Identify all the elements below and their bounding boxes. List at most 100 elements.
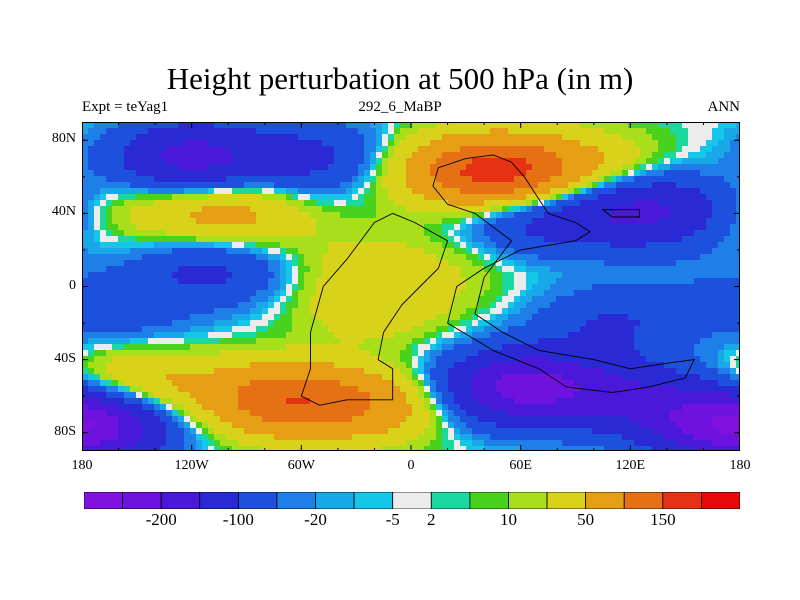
field-cell bbox=[352, 182, 359, 189]
field-cell bbox=[376, 128, 383, 135]
field-cell bbox=[310, 188, 317, 195]
field-cell bbox=[202, 368, 209, 375]
field-cell bbox=[238, 284, 245, 291]
field-cell bbox=[304, 254, 311, 261]
field-cell bbox=[580, 380, 587, 387]
field-cell bbox=[724, 350, 731, 357]
field-cell bbox=[616, 200, 623, 207]
field-cell bbox=[250, 290, 257, 297]
field-cell bbox=[262, 350, 269, 357]
field-cell bbox=[328, 380, 335, 387]
field-cell bbox=[736, 170, 740, 177]
field-cell bbox=[358, 200, 365, 207]
field-cell bbox=[652, 320, 659, 327]
field-cell bbox=[280, 152, 287, 159]
field-cell bbox=[124, 290, 131, 297]
field-cell bbox=[676, 332, 683, 339]
field-cell bbox=[166, 338, 173, 345]
field-cell bbox=[718, 176, 725, 183]
field-cell bbox=[706, 236, 713, 243]
field-cell bbox=[310, 362, 317, 369]
field-cell bbox=[640, 134, 647, 141]
field-cell bbox=[202, 332, 209, 339]
field-cell bbox=[178, 326, 185, 333]
field-cell bbox=[160, 122, 167, 129]
field-cell bbox=[514, 170, 521, 177]
field-cell bbox=[532, 362, 539, 369]
field-cell bbox=[652, 326, 659, 333]
field-cell bbox=[184, 194, 191, 201]
field-cell bbox=[532, 260, 539, 267]
field-cell bbox=[100, 308, 107, 315]
field-cell bbox=[322, 356, 329, 363]
field-cell bbox=[424, 140, 431, 147]
field-cell bbox=[154, 338, 161, 345]
field-cell bbox=[616, 128, 623, 135]
field-cell bbox=[280, 326, 287, 333]
field-cell bbox=[526, 122, 533, 129]
field-cell bbox=[664, 260, 671, 267]
field-cell bbox=[220, 176, 227, 183]
field-cell bbox=[532, 236, 539, 243]
field-cell bbox=[658, 344, 665, 351]
field-cell bbox=[370, 296, 377, 303]
field-cell bbox=[598, 122, 605, 129]
field-cell bbox=[658, 350, 665, 357]
field-cell bbox=[730, 320, 737, 327]
field-cell bbox=[262, 344, 269, 351]
field-cell bbox=[682, 224, 689, 231]
field-cell bbox=[694, 164, 701, 171]
field-cell bbox=[118, 194, 125, 201]
field-cell bbox=[580, 236, 587, 243]
field-cell bbox=[364, 242, 371, 249]
field-cell bbox=[604, 212, 611, 219]
field-cell bbox=[730, 260, 737, 267]
field-cell bbox=[730, 272, 737, 279]
field-cell bbox=[142, 290, 149, 297]
field-cell bbox=[412, 122, 419, 129]
field-cell bbox=[688, 128, 695, 135]
field-cell bbox=[112, 242, 119, 249]
field-cell bbox=[394, 218, 401, 225]
field-cell bbox=[88, 302, 95, 309]
field-cell bbox=[358, 368, 365, 375]
field-cell bbox=[310, 128, 317, 135]
field-cell bbox=[334, 362, 341, 369]
field-cell bbox=[430, 254, 437, 261]
field-cell bbox=[178, 122, 185, 129]
field-cell bbox=[646, 146, 653, 153]
field-cell bbox=[616, 140, 623, 147]
field-cell bbox=[562, 290, 569, 297]
field-cell bbox=[574, 122, 581, 129]
field-cell bbox=[400, 128, 407, 135]
field-cell bbox=[418, 356, 425, 363]
field-cell bbox=[412, 266, 419, 273]
field-cell bbox=[688, 176, 695, 183]
field-cell bbox=[124, 386, 131, 393]
field-cell bbox=[598, 386, 605, 393]
field-cell bbox=[292, 308, 299, 315]
field-cell bbox=[418, 182, 425, 189]
field-cell bbox=[382, 140, 389, 147]
field-cell bbox=[178, 218, 185, 225]
field-cell bbox=[472, 176, 479, 183]
field-cell bbox=[586, 260, 593, 267]
field-cell bbox=[604, 134, 611, 141]
field-cell bbox=[370, 302, 377, 309]
field-cell bbox=[490, 182, 497, 189]
field-cell bbox=[184, 308, 191, 315]
field-cell bbox=[262, 296, 269, 303]
field-cell bbox=[178, 284, 185, 291]
field-cell bbox=[340, 164, 347, 171]
field-cell bbox=[520, 332, 527, 339]
field-cell bbox=[556, 212, 563, 219]
field-cell bbox=[706, 332, 713, 339]
field-cell bbox=[172, 362, 179, 369]
field-cell bbox=[286, 242, 293, 249]
field-cell bbox=[676, 242, 683, 249]
field-cell bbox=[166, 362, 173, 369]
field-cell bbox=[640, 272, 647, 279]
field-cell bbox=[676, 236, 683, 243]
field-cell bbox=[310, 284, 317, 291]
field-cell bbox=[112, 134, 119, 141]
